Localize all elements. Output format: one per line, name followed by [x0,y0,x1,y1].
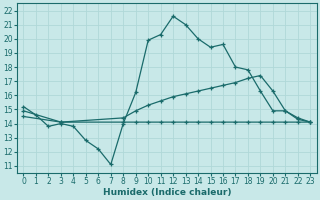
X-axis label: Humidex (Indice chaleur): Humidex (Indice chaleur) [103,188,231,197]
